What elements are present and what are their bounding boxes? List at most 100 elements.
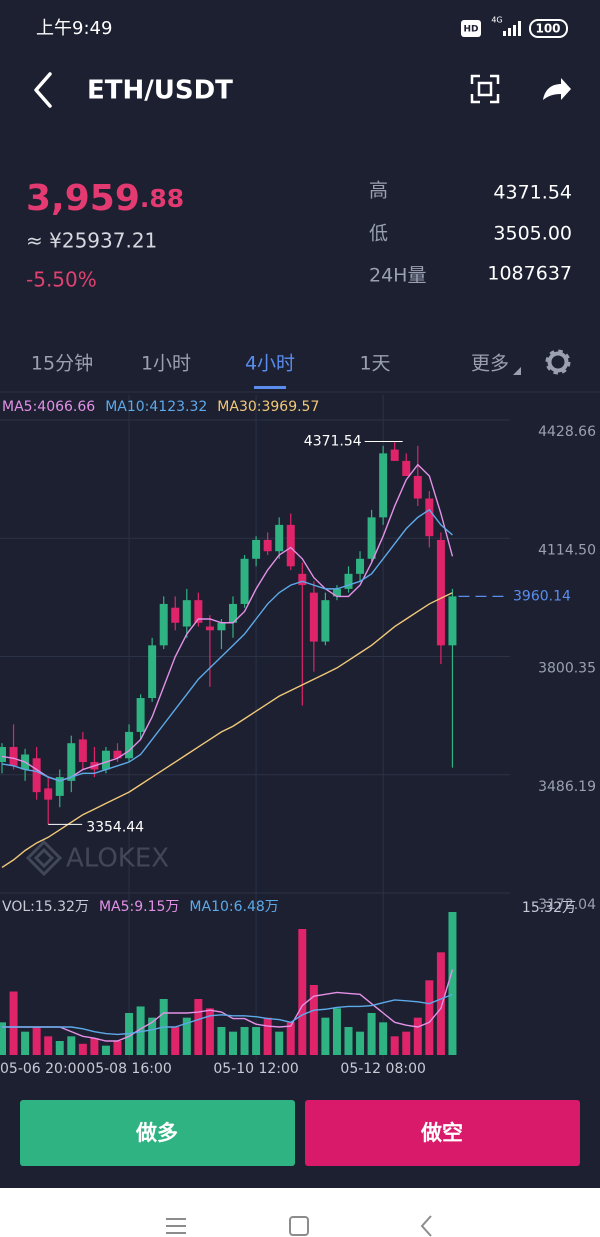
volume-bar [263,1017,272,1055]
candle-body [55,777,64,796]
more-triangle [513,367,521,375]
status-time: 上午9:49 [36,18,112,39]
pair-title: ETH/USDT [87,76,233,106]
interval-tab[interactable]: 1天 [359,353,390,375]
candle-body [194,600,203,623]
volume-bar [21,1031,30,1055]
fullscreen-button[interactable] [470,74,500,104]
volume-bar [148,1017,157,1055]
candle-body [298,573,307,586]
stat-label: 低 [369,223,388,245]
interval-tab[interactable]: 15分钟 [31,353,93,375]
candle-body [379,453,388,518]
y-tick-label: 4114.50 [538,542,596,558]
volume-bar [298,928,307,1055]
volume-bar [136,1006,145,1055]
short-button[interactable] [305,1100,580,1166]
candle-body [332,588,341,597]
y-tick-label: 4428.66 [538,424,596,440]
candle-body [125,731,134,759]
candle-body [136,698,145,732]
low-marker-label: 3354.44 [86,819,144,835]
candle-body [229,603,237,623]
candle-body [275,524,284,552]
volume-bar [367,1012,376,1055]
interval-tab[interactable]: 4小时 [245,353,295,375]
candle-body [240,558,249,604]
last-price: 3,959.88 [26,178,184,219]
legend-entry: MA5:4066.66 [2,399,95,415]
candle-body [217,622,226,631]
candle-body [436,539,445,646]
back-button[interactable] [34,72,52,108]
volume-bar [448,912,457,1055]
y-tick-label: 15.32万 [522,900,576,916]
candle-body [356,558,365,574]
candle-body [9,746,18,766]
stat-value: 1087637 [487,263,572,285]
stat-value: 3505.00 [493,223,572,245]
active-tab-indicator [254,386,286,389]
interval-tab[interactable]: 更多 [471,353,509,375]
volume-bar [321,1017,330,1055]
interval-tab[interactable]: 1小时 [141,353,191,375]
volume-bar [275,1031,284,1055]
volume-bar [229,1031,237,1055]
candle-body [321,600,330,642]
candle-body [78,739,87,763]
volume-bar [67,1036,76,1055]
settings-button[interactable] [545,349,571,375]
candle-body [367,517,376,559]
hd-badge [461,20,481,37]
price-integer: 3,959 [26,178,140,219]
volume-bar [402,1031,411,1055]
x-tick-label: 05-12 08:00 [340,1061,425,1077]
volume-bar [425,980,434,1055]
high-marker-label: 4371.54 [304,434,362,450]
volume-bar [217,1026,226,1055]
y-tick-label: 3800.35 [538,661,596,677]
candle-body [263,539,272,552]
volume-bar [309,984,318,1055]
volume-bar [332,1008,341,1055]
volume-bar [0,1022,6,1055]
y-tick-label: 3172.04 [538,897,596,913]
stat-label: 高 [369,180,388,202]
volume-bar [78,1043,87,1055]
volume-ma-line [2,993,453,1036]
long-button[interactable] [20,1100,295,1166]
cny-price: ≈ ¥25937.21 [26,229,157,253]
stat-label: 24H量 [369,265,426,287]
candle-body [286,524,295,567]
candle-body [182,600,191,627]
network-label: 4G [491,16,502,25]
share-button[interactable] [543,78,571,100]
candle-body [413,475,422,499]
volume-bar [344,1026,353,1055]
volume-bar [379,1022,388,1055]
candle-body [402,460,411,476]
menu-button[interactable] [166,1218,186,1234]
volume-bar [436,952,445,1055]
candle-body [309,592,318,642]
back-nav-button[interactable] [420,1215,432,1237]
hd-label: HD [463,25,478,35]
grid [0,395,510,1060]
candle-body [448,596,457,646]
last-price-label: 3960.14 [513,588,571,604]
legend-entry: VOL:15.32万 [2,899,89,915]
x-tick-label: 05-10 12:00 [213,1061,298,1077]
x-tick-label: 05-08 16:00 [86,1061,171,1077]
long-button-label: 做多 [135,1121,178,1145]
volume-bar [55,1040,64,1055]
ma-line [1,463,454,782]
ma-line [1,592,453,869]
volume-bar [44,1036,53,1055]
price-decimal: .88 [140,184,184,213]
candle-body [159,603,168,646]
legend-entry: MA30:3969.57 [217,399,319,415]
short-button-label: 做空 [420,1121,463,1145]
home-button[interactable] [289,1216,309,1236]
watermark-text: ALOKEX [66,844,169,874]
